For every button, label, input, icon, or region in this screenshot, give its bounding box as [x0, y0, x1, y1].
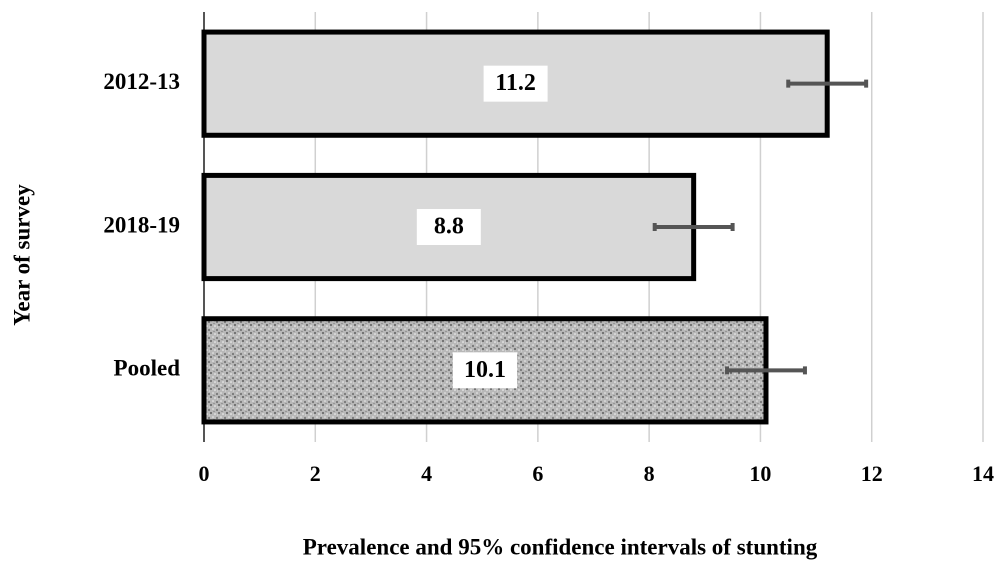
data-label-box [452, 352, 517, 389]
x-axis-title: Prevalence and 95% confidence intervals … [303, 534, 818, 559]
error-bar [652, 223, 735, 231]
x-tick-label: 8 [644, 461, 655, 486]
y-tick-label: 2018-19 [103, 212, 180, 237]
data-label: 11.2 [495, 70, 536, 96]
x-tick-label: 6 [532, 461, 543, 486]
x-tick-label: 2 [310, 461, 321, 486]
y-tick-label: Pooled [114, 356, 181, 381]
y-tick-label: 2012-13 [103, 69, 180, 94]
x-tick-label: 4 [421, 461, 432, 486]
error-bar [786, 79, 869, 88]
x-tick-label: 14 [972, 461, 994, 486]
x-tick-label: 12 [861, 461, 883, 486]
data-label-box [416, 209, 481, 245]
y-axis-title: Year of survey [9, 184, 34, 326]
data-label-box [483, 65, 548, 102]
x-tick-label: 0 [199, 461, 210, 486]
data-label: 10.1 [464, 357, 506, 383]
data-label: 8.8 [434, 214, 464, 240]
x-tick-label: 10 [749, 461, 771, 486]
error-bar [725, 366, 807, 375]
